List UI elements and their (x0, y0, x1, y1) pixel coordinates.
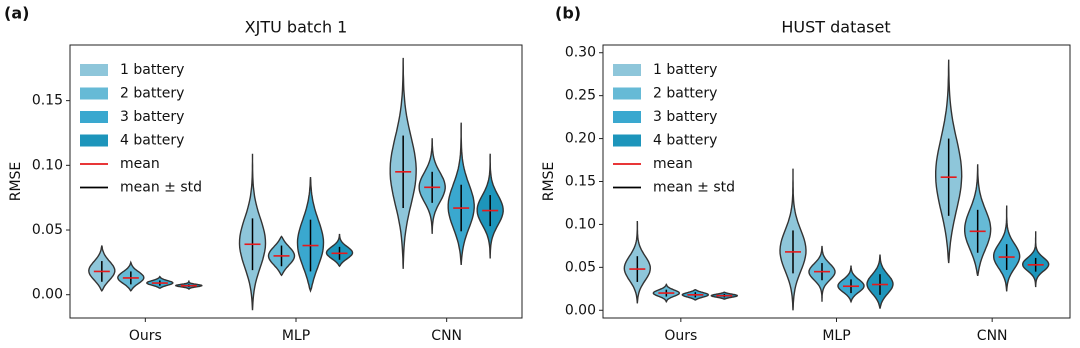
x-tick-label: Ours (664, 328, 697, 344)
y-tick-label: 0.15 (565, 174, 596, 190)
legend-swatch (613, 87, 641, 100)
legend-swatch (613, 111, 641, 123)
x-tick-label: MLP (282, 328, 310, 344)
y-axis-label: RMSE (8, 162, 24, 202)
legend-label: mean ± std (120, 180, 202, 196)
legend-label: mean ± std (653, 180, 735, 196)
y-tick-label: 0.25 (565, 88, 596, 104)
y-tick-label: 0.05 (32, 222, 63, 238)
legend-label: 1 battery (120, 62, 184, 78)
legend-label: 2 battery (653, 86, 717, 102)
x-tick-label: Ours (129, 328, 162, 344)
x-tick-label: MLP (822, 328, 850, 344)
legend-label: mean (120, 156, 160, 172)
panel-label: (a) (4, 4, 29, 23)
legend-label: 4 battery (120, 133, 184, 149)
legend-swatch (613, 64, 641, 76)
y-tick-label: 0.10 (32, 157, 63, 173)
legend-label: 1 battery (653, 62, 717, 78)
y-tick-label: 0.15 (32, 93, 63, 109)
legend-label: 3 battery (653, 109, 717, 125)
legend-label: 3 battery (120, 109, 184, 125)
panel: (a) XJTU batch 1 RMSE 0.00 0.05 0.10 0.15 Ours M… (4, 4, 523, 344)
legend-label: mean (653, 156, 693, 172)
chart-title: XJTU batch 1 (245, 18, 348, 37)
panel: (b) HUST dataset RMSE 0.00 0.05 0.10 0.15 0.20 0… (541, 4, 1071, 344)
x-tick-label: CNN (431, 328, 462, 344)
chart-title: HUST dataset (781, 18, 890, 37)
legend-swatch (80, 64, 108, 76)
y-tick-label: 0.20 (565, 131, 596, 147)
x-tick-label: CNN (977, 328, 1008, 344)
y-tick-label: 0.30 (565, 45, 596, 61)
y-tick-label: 0.10 (565, 216, 596, 232)
y-tick-label: 0.00 (32, 287, 63, 303)
legend-swatch (80, 87, 108, 100)
y-tick-label: 0.00 (565, 302, 596, 318)
legend-swatch (80, 111, 108, 123)
legend-swatch (613, 134, 641, 147)
y-tick-label: 0.05 (565, 259, 596, 275)
legend-label: 2 battery (120, 86, 184, 102)
legend-label: 4 battery (653, 133, 717, 149)
panel-label: (b) (555, 4, 581, 23)
y-axis-label: RMSE (541, 162, 557, 202)
legend-swatch (80, 134, 108, 147)
